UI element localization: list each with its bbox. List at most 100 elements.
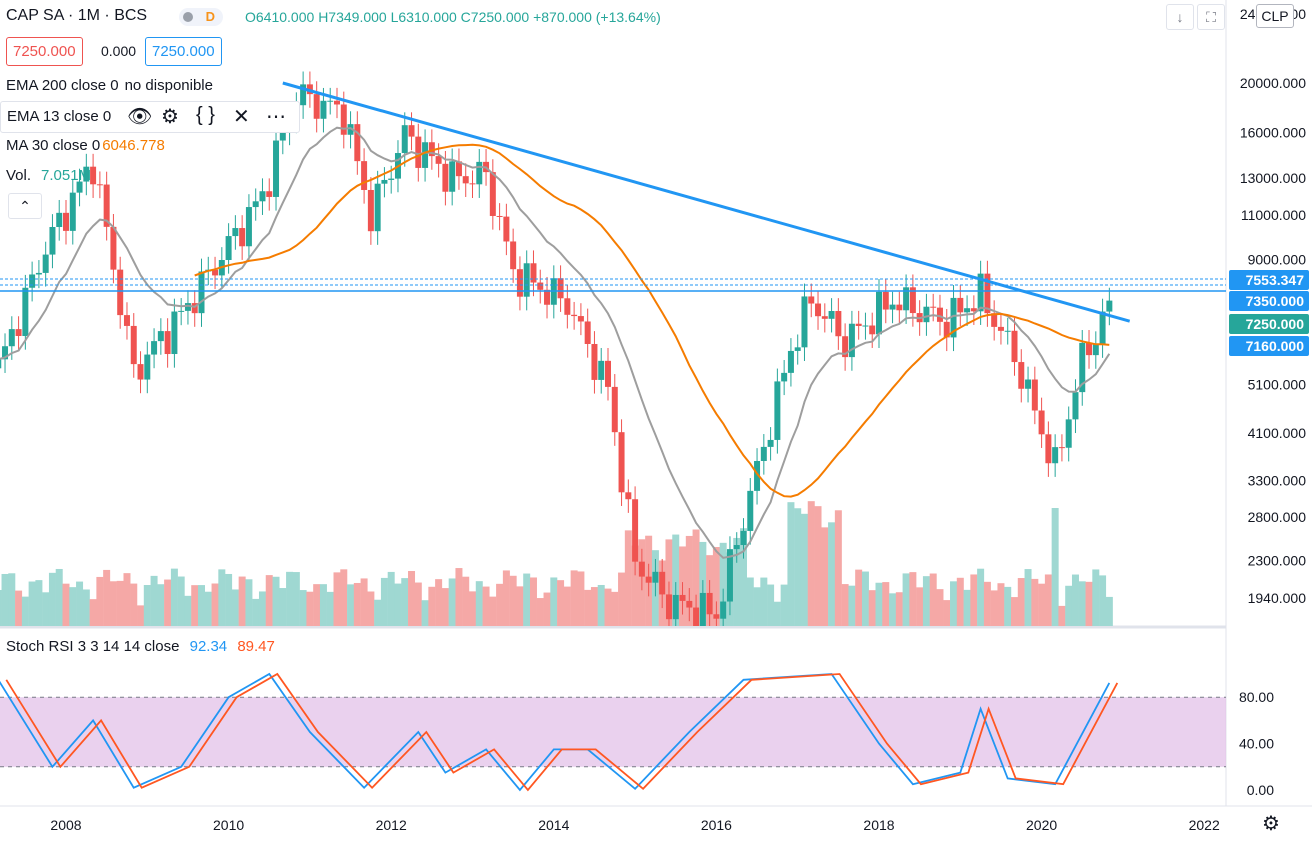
candle-body [1045, 434, 1052, 464]
candle-body [1079, 342, 1086, 393]
candle-body [1072, 392, 1079, 420]
stoch-k-line [0, 672, 1111, 792]
fullscreen-icon: ⛶ [1206, 9, 1216, 25]
volume-bar [577, 571, 585, 626]
spread-value: 0.000 [101, 43, 137, 59]
volume-bar [103, 569, 111, 626]
volume-bar [333, 572, 341, 626]
chart-settings-gear-icon[interactable]: ⚙ [1262, 813, 1280, 835]
sell-button[interactable]: 7250.000 [6, 37, 83, 66]
candle-body [625, 492, 632, 500]
volume-bar [1044, 574, 1052, 626]
scroll-down-button[interactable]: ↓ [1166, 4, 1194, 30]
volume-bar [1, 573, 9, 626]
volume-bar [245, 579, 253, 626]
volume-bar [557, 580, 565, 626]
source-code-icon[interactable]: { } [196, 104, 215, 126]
candle-body [245, 207, 252, 247]
time-tick-label: 2020 [1026, 817, 1057, 833]
volume-bar [902, 573, 910, 626]
candle-body [313, 94, 320, 119]
volume-bar [150, 575, 158, 626]
candle-body [191, 303, 198, 314]
candle-body [455, 161, 462, 177]
volume-bar [353, 582, 361, 626]
volume-bar [448, 578, 456, 626]
time-tick-label: 2014 [538, 817, 569, 833]
eye-icon[interactable]: 👁 [127, 106, 153, 128]
price-tick-label: 11000.000 [1241, 207, 1306, 223]
buy-button[interactable]: 7250.000 [145, 37, 222, 66]
candle-body [618, 432, 625, 493]
price-tick-label: 9000.000 [1248, 251, 1307, 267]
stoch-legend[interactable]: Stoch RSI 3 3 14 14 close 92.34 89.47 [6, 638, 275, 655]
fullscreen-button[interactable]: ⛶ [1197, 4, 1225, 30]
volume-bar [936, 589, 944, 626]
volume-bar [895, 592, 903, 626]
trendline [282, 81, 1131, 323]
candle-body [577, 316, 584, 322]
volume-bar [943, 600, 951, 626]
volume-bar [1031, 578, 1039, 626]
gear-icon[interactable]: ⚙ [161, 106, 179, 128]
volume-bar [760, 577, 768, 626]
volume-bar [604, 588, 612, 626]
candle-body [828, 310, 835, 319]
volume-bar [469, 591, 476, 626]
volume-bar [909, 572, 917, 626]
more-icon[interactable]: ⋯ [266, 106, 286, 128]
volume-bar [523, 573, 531, 626]
interval-label: 1M [77, 7, 100, 24]
volume-bar [834, 510, 842, 626]
volume-bar [807, 501, 815, 626]
currency-label[interactable]: CLP [1256, 4, 1294, 28]
candle-body [327, 100, 334, 102]
volume-bar [712, 547, 720, 626]
volume-bar [387, 571, 395, 626]
candle-body [726, 549, 733, 602]
candle-body [1025, 379, 1032, 389]
candle-body [679, 594, 686, 601]
volume-bar [1038, 583, 1046, 626]
indicator-ema200[interactable]: EMA 200 close 0 no disponible [6, 77, 213, 94]
price-badge-label: 7350.000 [1246, 293, 1305, 309]
indicator-ma30[interactable]: MA 30 close 0 6046.778 [6, 137, 165, 154]
volume-bar [292, 572, 300, 626]
volume-bar [794, 508, 802, 626]
candle-body [652, 571, 659, 583]
indicator-volume[interactable]: Vol. 7.051M [6, 167, 91, 184]
candle-body [632, 499, 639, 562]
candle-body [923, 306, 930, 323]
volume-bar [550, 577, 558, 626]
symbol-header[interactable]: CAP SA · 1M · BCS [6, 7, 148, 24]
volume-bar [367, 591, 375, 626]
volume-bar [380, 577, 388, 626]
volume-bar [184, 595, 192, 626]
close-icon[interactable]: ✕ [233, 106, 250, 128]
candle-body [56, 212, 63, 227]
volume-bar [529, 577, 537, 626]
volume-bar [570, 570, 578, 626]
volume-bar [421, 600, 429, 626]
volume-bar [611, 591, 619, 626]
price-tick-label: 16000.000 [1240, 124, 1306, 140]
collapse-indicators-button[interactable]: ⌃ [8, 193, 42, 219]
ohlc-readout: O6410.000 H7349.000 L6310.000 C7250.000 … [245, 9, 661, 25]
data-mode-toggle[interactable]: D [179, 8, 223, 26]
candle-body [564, 298, 571, 315]
indicator-ema13-row[interactable]: EMA 13 close 0 👁 ⚙ { } ✕ ⋯ [0, 101, 300, 133]
candle-body [964, 308, 971, 313]
time-tick-label: 2010 [213, 817, 244, 833]
low-value: L6310.000 [390, 9, 457, 25]
volume-bar [157, 584, 165, 626]
candle-body [503, 216, 510, 242]
volume-bar [997, 583, 1005, 626]
arrow-down-icon: ↓ [1176, 9, 1184, 25]
candle-body [808, 296, 815, 304]
volume-bar [916, 587, 924, 626]
volume-bar [225, 573, 233, 626]
volume-bar [69, 587, 77, 626]
candle-body [598, 360, 605, 380]
